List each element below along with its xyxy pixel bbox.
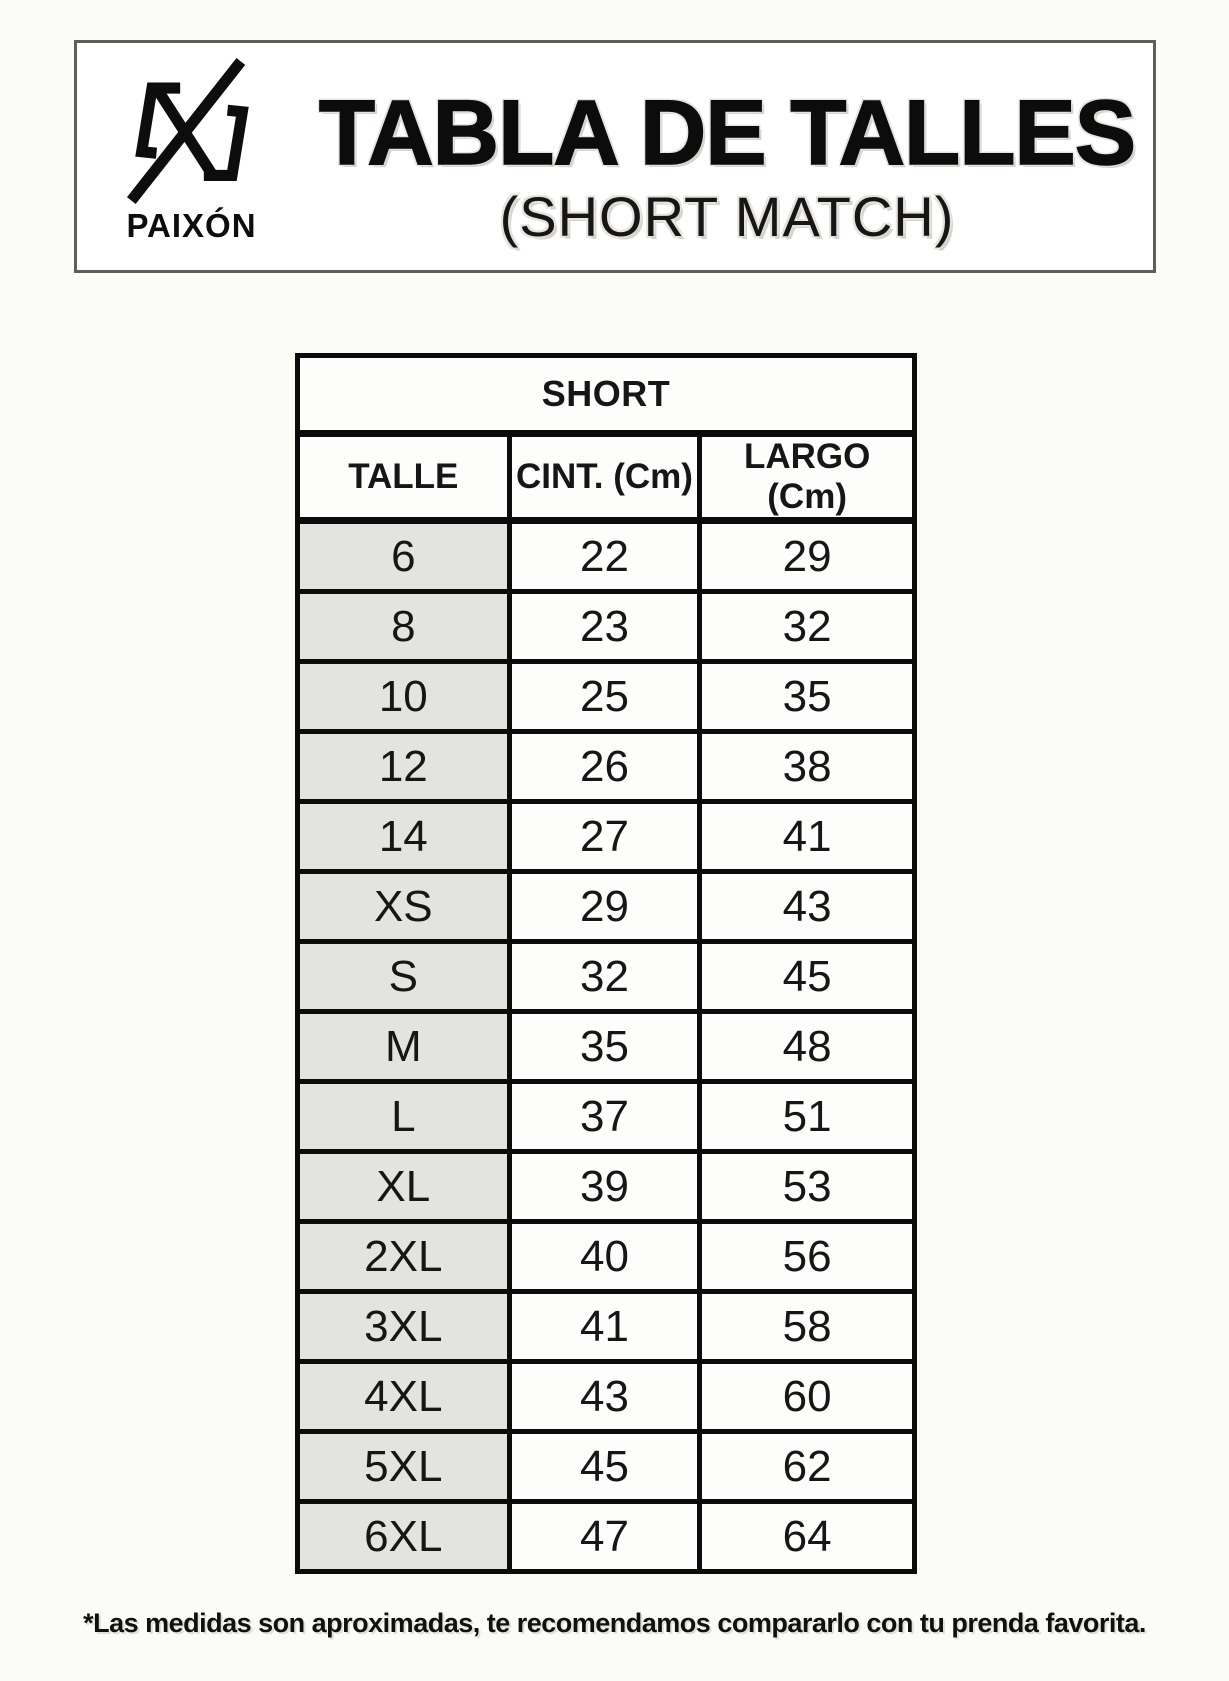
table-row: 8 23 32	[295, 589, 917, 664]
cint-cell: 32	[506, 939, 703, 1014]
page-title: TABLA DE TALLES	[318, 82, 1137, 184]
cint-cell: 47	[506, 1499, 703, 1574]
cint-cell: 25	[506, 659, 703, 734]
size-cell: 6	[295, 518, 512, 594]
largo-cell: 56	[697, 1219, 917, 1294]
largo-cell: 45	[697, 939, 917, 1014]
page-subtitle: (SHORT MATCH)	[499, 185, 955, 248]
title-block: TABLA DE TALLES (SHORT MATCH)	[307, 82, 1147, 248]
size-cell: 6XL	[295, 1499, 512, 1574]
cint-cell: 43	[506, 1359, 703, 1434]
size-cell: XL	[295, 1149, 512, 1224]
largo-cell: 41	[697, 799, 917, 874]
largo-cell: 51	[697, 1079, 917, 1154]
cint-cell: 27	[506, 799, 703, 874]
cint-cell: 29	[506, 869, 703, 944]
size-table-body: 6 22 29 8 23 32 10 25 35 12 26 38 14 27 …	[295, 518, 917, 1574]
largo-cell: 64	[697, 1499, 917, 1574]
table-row: 14 27 41	[295, 799, 917, 874]
table-row: 6XL 47 64	[295, 1499, 917, 1574]
size-cell: 2XL	[295, 1219, 512, 1294]
table-row: S 32 45	[295, 939, 917, 1014]
largo-cell: 38	[697, 729, 917, 804]
size-cell: XS	[295, 869, 512, 944]
table-row: XL 39 53	[295, 1149, 917, 1224]
table-row: 6 22 29	[295, 518, 917, 594]
size-cell: M	[295, 1009, 512, 1084]
size-cell: 3XL	[295, 1289, 512, 1364]
largo-cell: 62	[697, 1429, 917, 1504]
size-cell: 10	[295, 659, 512, 734]
table-row: 4XL 43 60	[295, 1359, 917, 1434]
largo-cell: 29	[697, 518, 917, 594]
largo-cell: 58	[697, 1289, 917, 1364]
cint-cell: 41	[506, 1289, 703, 1364]
largo-cell: 53	[697, 1149, 917, 1224]
size-cell: 12	[295, 729, 512, 804]
brand-name: PAIXÓN	[126, 207, 257, 244]
table-row: XS 29 43	[295, 869, 917, 944]
largo-cell: 48	[697, 1009, 917, 1084]
table-row: 12 26 38	[295, 729, 917, 804]
size-cell: 8	[295, 589, 512, 664]
x-brackets-logo-icon	[126, 58, 249, 204]
col-header-talle: TALLE	[295, 431, 512, 524]
largo-cell: 43	[697, 869, 917, 944]
cint-cell: 35	[506, 1009, 703, 1084]
table-row: 5XL 45 62	[295, 1429, 917, 1504]
column-header-row: TALLE CINT. (Cm) LARGO (Cm)	[295, 431, 917, 524]
size-cell: 14	[295, 799, 512, 874]
largo-cell: 32	[697, 589, 917, 664]
size-cell: L	[295, 1079, 512, 1154]
col-header-cint: CINT. (Cm)	[506, 431, 703, 524]
table-row: L 37 51	[295, 1079, 917, 1154]
cint-cell: 22	[506, 518, 703, 594]
table-row: 2XL 40 56	[295, 1219, 917, 1294]
largo-cell: 60	[697, 1359, 917, 1434]
footer-note: *Las medidas son aproximadas, te recomen…	[83, 1608, 1146, 1638]
cint-cell: 26	[506, 729, 703, 804]
table-title: SHORT	[295, 353, 917, 437]
size-cell: 4XL	[295, 1359, 512, 1434]
table-row: M 35 48	[295, 1009, 917, 1084]
brand-logo: PAIXÓN	[99, 57, 284, 245]
cint-cell: 37	[506, 1079, 703, 1154]
cint-cell: 39	[506, 1149, 703, 1224]
size-cell: 5XL	[295, 1429, 512, 1504]
cint-cell: 23	[506, 589, 703, 664]
table-row: 10 25 35	[295, 659, 917, 734]
size-cell: S	[295, 939, 512, 1014]
cint-cell: 40	[506, 1219, 703, 1294]
table-row: 3XL 41 58	[295, 1289, 917, 1364]
cint-cell: 45	[506, 1429, 703, 1504]
largo-cell: 35	[697, 659, 917, 734]
header-box: PAIXÓN TABLA DE TALLES (SHORT MATCH)	[74, 40, 1156, 273]
table-title-row: SHORT	[295, 353, 917, 437]
col-header-largo: LARGO (Cm)	[697, 431, 917, 524]
size-table: SHORT TALLE CINT. (Cm) LARGO (Cm) 6 22 2…	[295, 353, 917, 1574]
